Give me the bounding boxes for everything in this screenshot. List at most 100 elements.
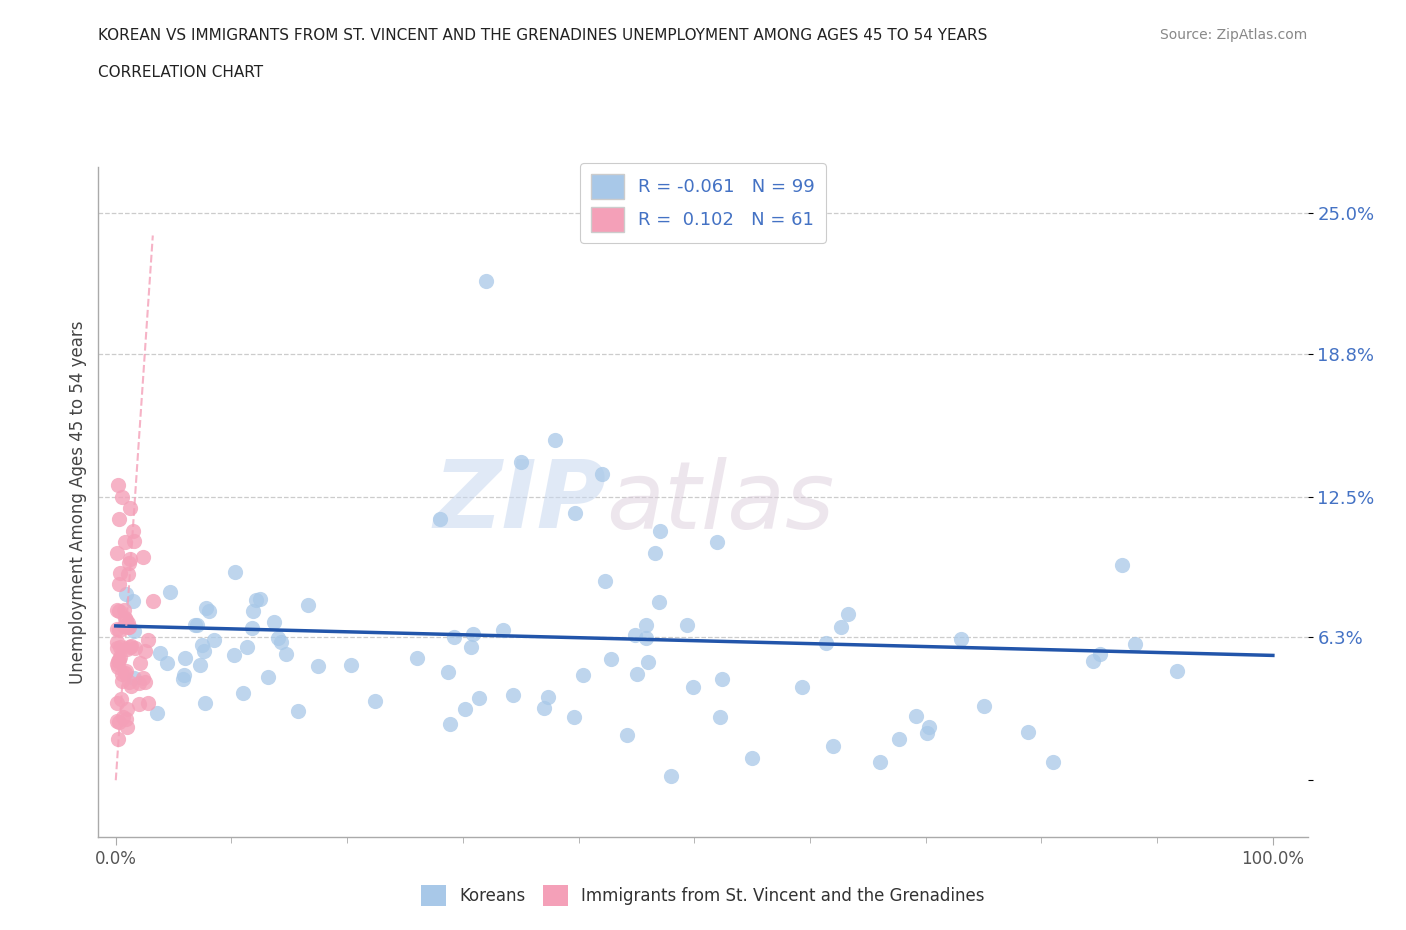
Point xyxy=(111,673,134,688)
Point xyxy=(406,650,429,665)
Point xyxy=(1166,663,1188,678)
Point xyxy=(905,709,928,724)
Point xyxy=(136,696,159,711)
Point xyxy=(105,634,128,649)
Point xyxy=(460,639,482,654)
Point xyxy=(193,644,215,658)
Legend: R = -0.061   N = 99, R =  0.102   N = 61: R = -0.061 N = 99, R = 0.102 N = 61 xyxy=(581,163,825,243)
Point xyxy=(118,500,141,515)
Point xyxy=(159,585,181,600)
Text: Source: ZipAtlas.com: Source: ZipAtlas.com xyxy=(1160,28,1308,42)
Point xyxy=(111,667,134,682)
Point xyxy=(107,659,129,674)
Point xyxy=(741,751,763,765)
Point xyxy=(249,591,271,606)
Point xyxy=(146,706,169,721)
Point xyxy=(134,675,156,690)
Point xyxy=(108,622,131,637)
Point xyxy=(454,702,477,717)
Point xyxy=(706,535,728,550)
Point xyxy=(114,611,136,626)
Point xyxy=(917,725,939,740)
Point xyxy=(202,632,225,647)
Point xyxy=(107,654,129,669)
Point xyxy=(1083,654,1105,669)
Point xyxy=(122,524,145,538)
Point xyxy=(136,632,159,647)
Point xyxy=(263,615,285,630)
Point xyxy=(1017,724,1039,739)
Point xyxy=(186,618,208,632)
Point xyxy=(973,698,995,713)
Point xyxy=(475,273,498,288)
Point xyxy=(108,512,131,526)
Point xyxy=(108,577,131,591)
Point xyxy=(823,738,845,753)
Point xyxy=(105,546,128,561)
Point xyxy=(105,713,128,728)
Point xyxy=(340,658,363,672)
Point xyxy=(624,628,647,643)
Point xyxy=(648,595,671,610)
Point xyxy=(122,671,145,685)
Point xyxy=(173,668,195,683)
Point xyxy=(616,727,638,742)
Point xyxy=(115,612,138,627)
Point xyxy=(198,604,221,618)
Point xyxy=(128,697,150,711)
Point xyxy=(492,622,515,637)
Point xyxy=(188,658,211,672)
Point xyxy=(636,618,658,632)
Point xyxy=(110,489,132,504)
Point xyxy=(112,618,135,633)
Point xyxy=(232,685,254,700)
Point xyxy=(108,650,131,665)
Point xyxy=(120,639,142,654)
Point xyxy=(626,667,648,682)
Point xyxy=(118,675,141,690)
Point xyxy=(436,664,458,679)
Point xyxy=(118,551,141,566)
Point xyxy=(830,619,852,634)
Point xyxy=(1090,646,1112,661)
Y-axis label: Unemployment Among Ages 45 to 54 years: Unemployment Among Ages 45 to 54 years xyxy=(69,321,87,684)
Point xyxy=(222,647,245,662)
Text: KOREAN VS IMMIGRANTS FROM ST. VINCENT AND THE GRENADINES UNEMPLOYMENT AMONG AGES: KOREAN VS IMMIGRANTS FROM ST. VINCENT AN… xyxy=(98,28,988,43)
Point xyxy=(637,655,659,670)
Point xyxy=(122,534,145,549)
Point xyxy=(1125,636,1147,651)
Point xyxy=(114,535,136,550)
Point xyxy=(949,631,972,646)
Point xyxy=(224,565,246,579)
Point xyxy=(110,692,132,707)
Point xyxy=(659,768,682,783)
Point xyxy=(256,670,278,684)
Point xyxy=(287,704,309,719)
Point xyxy=(105,657,128,671)
Point xyxy=(1042,755,1064,770)
Point xyxy=(105,603,128,618)
Point xyxy=(117,619,139,634)
Point xyxy=(118,555,141,570)
Point xyxy=(869,754,891,769)
Point xyxy=(107,653,129,668)
Point xyxy=(107,478,129,493)
Point xyxy=(564,710,586,724)
Point xyxy=(105,641,128,656)
Point xyxy=(108,715,131,730)
Point xyxy=(364,694,387,709)
Point xyxy=(117,619,139,634)
Point xyxy=(120,639,142,654)
Point xyxy=(190,638,212,653)
Point xyxy=(128,675,150,690)
Point xyxy=(115,701,138,716)
Point xyxy=(443,630,465,644)
Point xyxy=(236,639,259,654)
Point xyxy=(114,603,136,618)
Point xyxy=(636,631,658,645)
Point xyxy=(710,671,733,686)
Point xyxy=(174,650,197,665)
Point xyxy=(184,618,207,632)
Point xyxy=(124,624,146,639)
Point xyxy=(468,690,491,705)
